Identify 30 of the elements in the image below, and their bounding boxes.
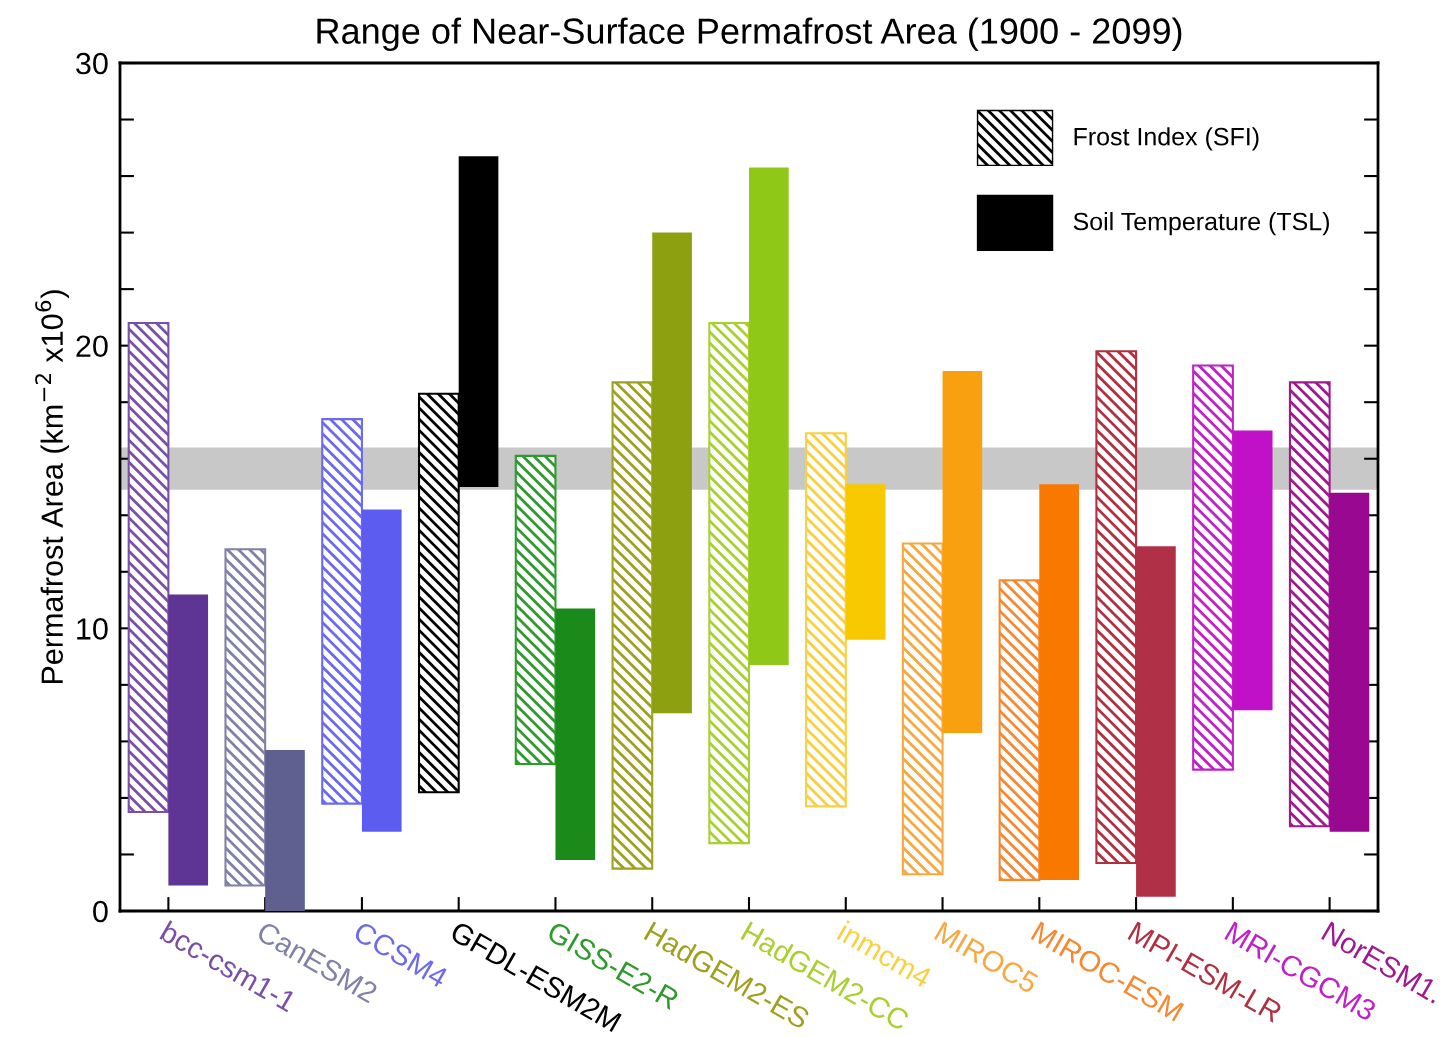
bar [611, 381, 654, 870]
y-tick-label: 10 [77, 618, 108, 640]
bar [127, 322, 170, 814]
bar [708, 322, 751, 845]
bar [168, 594, 209, 886]
bar [1288, 381, 1331, 828]
bar [555, 608, 596, 861]
bar [998, 579, 1041, 881]
bar [942, 371, 983, 733]
bar [361, 509, 402, 832]
y-tick-label: 30 [76, 52, 108, 75]
bar [1329, 492, 1370, 832]
bar [514, 454, 557, 766]
bar [652, 232, 692, 714]
bar [224, 548, 267, 887]
y-tick-label: 0 [93, 900, 108, 923]
bar [1039, 484, 1079, 880]
bar [845, 484, 886, 640]
bar [1192, 364, 1234, 771]
bar [805, 432, 847, 808]
legend-label: Soil Temperature (TSL) [1073, 212, 1329, 236]
bar [265, 749, 305, 911]
bar [749, 167, 789, 666]
chart-title: Range of Near-Surface Permafrost Area (1900 - 2099) [317, 17, 1182, 52]
y-tick-label: 20 [76, 335, 108, 358]
bar [901, 542, 944, 876]
legend-label: Frost Index (SFI) [1074, 127, 1259, 151]
y-axis-title: Permafrost Area (km$^{−2}$ x10$^{6}$) [35, 290, 70, 684]
bar [1232, 430, 1273, 711]
bar [321, 418, 363, 805]
